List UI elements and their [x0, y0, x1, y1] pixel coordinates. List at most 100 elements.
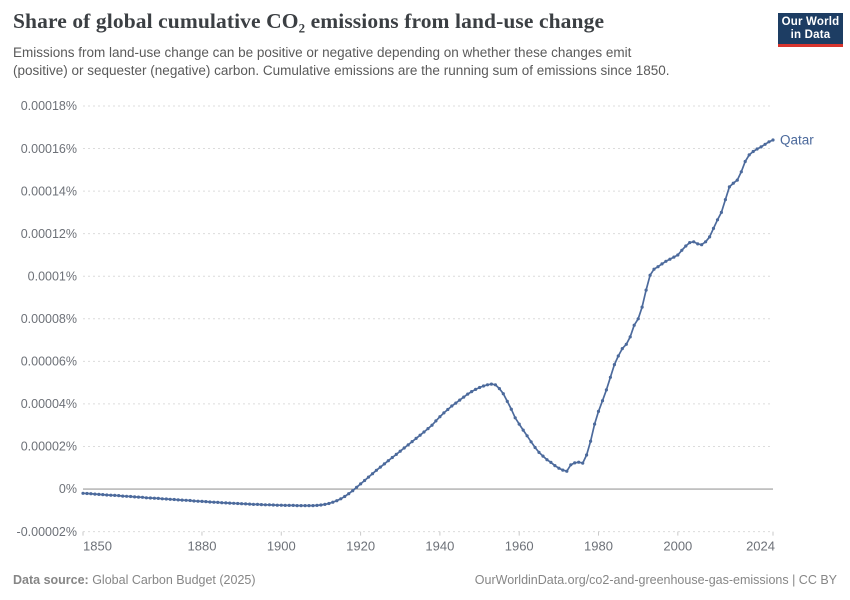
data-point[interactable] [426, 427, 430, 431]
series-end-label[interactable]: Qatar [780, 133, 814, 148]
data-point[interactable] [767, 140, 771, 144]
data-point[interactable] [410, 440, 414, 444]
data-point[interactable] [398, 449, 402, 453]
data-point[interactable] [192, 499, 196, 503]
data-point[interactable] [390, 455, 394, 460]
data-point[interactable] [113, 493, 117, 497]
data-point[interactable] [244, 502, 248, 506]
data-point[interactable] [763, 142, 767, 146]
data-point[interactable] [434, 419, 438, 423]
data-point[interactable] [715, 218, 720, 222]
data-point[interactable] [735, 178, 739, 182]
data-point[interactable] [708, 235, 712, 239]
data-point[interactable] [672, 255, 676, 259]
data-point[interactable] [259, 503, 263, 507]
data-point[interactable] [414, 436, 418, 440]
data-point[interactable] [727, 185, 732, 189]
data-point[interactable] [331, 500, 335, 504]
data-point[interactable] [355, 485, 359, 489]
data-point[interactable] [529, 440, 533, 444]
data-point[interactable] [311, 504, 315, 508]
data-point[interactable] [501, 392, 505, 396]
data-point[interactable] [327, 501, 331, 506]
data-point[interactable] [533, 445, 537, 450]
data-point[interactable] [188, 498, 192, 503]
data-point[interactable] [200, 499, 204, 503]
data-point[interactable] [129, 494, 133, 499]
data-point[interactable] [101, 493, 105, 497]
data-point[interactable] [248, 502, 252, 506]
data-point[interactable] [105, 493, 109, 497]
owid-logo[interactable]: Our World in Data [778, 13, 843, 47]
data-point[interactable] [545, 458, 549, 462]
data-point[interactable] [323, 502, 327, 506]
data-point[interactable] [299, 504, 303, 508]
data-point[interactable] [255, 502, 260, 506]
data-point[interactable] [497, 387, 501, 391]
data-point[interactable] [386, 459, 390, 463]
data-point[interactable] [418, 433, 422, 437]
data-point[interactable] [438, 415, 442, 419]
data-point[interactable] [406, 443, 410, 447]
data-point[interactable] [470, 390, 474, 394]
data-point[interactable] [148, 496, 152, 500]
data-point[interactable] [719, 210, 724, 214]
data-point[interactable] [676, 253, 680, 257]
data-point[interactable] [680, 248, 684, 252]
data-point[interactable] [446, 407, 450, 412]
data-point[interactable] [541, 454, 545, 458]
data-point[interactable] [363, 478, 367, 483]
data-point[interactable] [351, 489, 355, 493]
data-point[interactable] [771, 138, 775, 142]
data-point[interactable] [577, 460, 581, 464]
attribution-link[interactable]: OurWorldinData.org/co2-and-greenhouse-ga… [474, 573, 837, 587]
data-point[interactable] [589, 439, 593, 443]
data-point[interactable] [521, 428, 525, 432]
data-point[interactable] [382, 462, 386, 466]
data-point[interactable] [319, 503, 323, 507]
data-point[interactable] [688, 241, 692, 245]
data-point[interactable] [600, 399, 605, 403]
data-point[interactable] [156, 496, 160, 500]
data-point[interactable] [481, 384, 486, 388]
data-point[interactable] [347, 492, 351, 496]
data-point[interactable] [422, 430, 426, 434]
data-point[interactable] [121, 494, 125, 498]
data-point[interactable] [739, 170, 743, 174]
data-point[interactable] [160, 497, 164, 501]
data-point[interactable] [628, 335, 632, 339]
data-point[interactable] [489, 382, 493, 386]
data-point[interactable] [117, 494, 121, 498]
data-point[interactable] [509, 407, 513, 411]
data-point[interactable] [553, 464, 557, 468]
data-point[interactable] [224, 501, 228, 505]
data-point[interactable] [458, 398, 462, 402]
data-point[interactable] [466, 392, 470, 396]
data-point[interactable] [668, 257, 672, 261]
data-point[interactable] [275, 503, 279, 507]
data-point[interactable] [240, 502, 244, 506]
data-point[interactable] [307, 504, 311, 508]
data-point[interactable] [93, 492, 97, 496]
data-point[interactable] [81, 491, 85, 495]
series-line[interactable] [82, 139, 774, 507]
data-point[interactable] [751, 149, 755, 154]
data-point[interactable] [315, 503, 319, 507]
data-point[interactable] [152, 496, 156, 500]
data-point[interactable] [394, 452, 398, 456]
data-point[interactable] [557, 466, 561, 470]
data-point[interactable] [565, 469, 569, 473]
data-point[interactable] [263, 503, 267, 507]
data-point[interactable] [220, 501, 224, 505]
data-point[interactable] [172, 497, 176, 502]
data-point[interactable] [374, 468, 378, 472]
data-point[interactable] [359, 482, 363, 486]
data-point[interactable] [370, 472, 375, 476]
data-point[interactable] [696, 242, 700, 246]
data-point[interactable] [168, 497, 172, 501]
data-point[interactable] [616, 354, 620, 358]
data-point[interactable] [612, 363, 617, 367]
data-point[interactable] [505, 399, 509, 403]
data-point[interactable] [608, 375, 613, 379]
data-point[interactable] [208, 500, 212, 504]
